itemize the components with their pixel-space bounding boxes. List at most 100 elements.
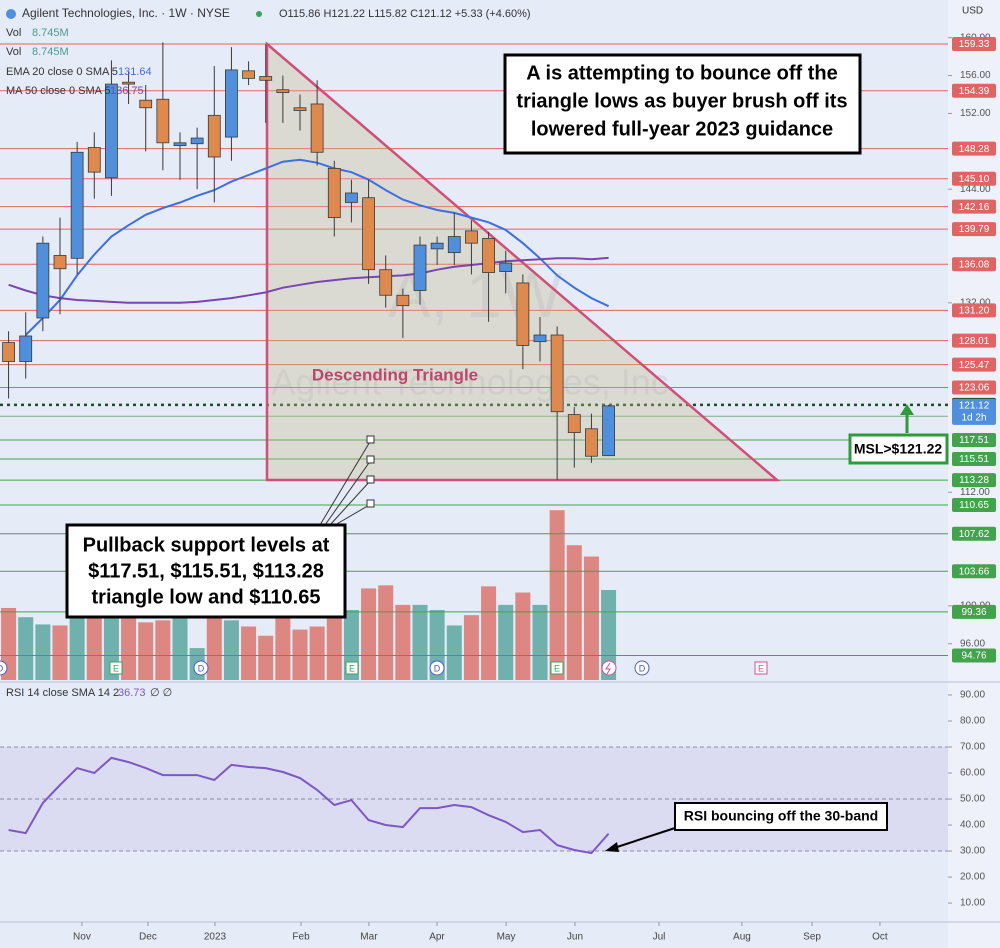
level-price-box [952,222,996,237]
volume-bar [549,510,565,680]
y-tick-label: 70.00 [960,742,985,753]
rsi-band-fill [0,746,948,852]
event-marker [754,661,768,675]
volume-bar [18,617,34,680]
x-tick-label: Apr [429,932,445,943]
market-status [256,11,262,17]
candle-body [105,83,118,179]
candle-body [516,282,530,346]
event-marker [109,661,123,675]
candle-body [327,167,341,219]
x-tick-label: Jun [567,932,583,943]
candle-body [310,103,324,153]
chart-title: Agilent Technologies, Inc. · 1W · NYSE [22,6,230,20]
candle-body [19,335,33,362]
level-price-label: 125.47 [959,360,990,371]
y-tick-label: 144.00 [960,184,991,195]
volume-bar [35,624,51,680]
level-price-label: 142.16 [959,202,990,213]
candle-body [533,334,547,343]
volume-bar [86,618,102,680]
ma-line [8,256,609,304]
triangle-pattern [265,41,781,482]
volume-bar [446,625,462,680]
rsi-line [8,756,610,855]
x-tick-label: Sep [803,932,821,943]
candle-body [379,269,393,296]
legend-value: 131.64 [118,66,152,78]
candle-body [173,142,187,147]
candle-body [396,294,410,307]
candle-body [482,238,495,273]
volume-bar [566,545,582,680]
volume-bar [378,585,394,680]
y-tick-label: 152.00 [960,108,991,119]
level-price-box [952,333,996,348]
candle-body [602,405,615,457]
volume-bar [155,620,171,680]
annotation-line: lowered full-year 2023 guidance [531,118,833,140]
volume-bar [361,588,377,680]
level-price-box [952,451,996,466]
y-tick-label: 80.00 [960,716,985,727]
rsi-note: RSI bouncing off the 30-band [684,808,878,824]
candle-body [53,255,67,270]
level-price-label: 154.39 [959,86,990,97]
x-tick-label: Mar [360,932,378,943]
split-icon-bolt [605,662,611,675]
rsi-arrow [613,827,676,849]
volume-bar [206,618,222,680]
rsi-value: 36.73 [118,687,146,699]
volume-bar [172,618,188,680]
level-price-label: 117.51 [959,435,989,446]
level-price-box [952,473,996,488]
event-label: E [758,663,764,673]
legend-name: Vol [6,46,21,58]
front-layer: 159.33 154.39 148.28 145.10 142.16 139.79 136.… [2,37,996,943]
level-price-label: 159.33 [959,39,990,50]
split-icon [601,660,617,676]
level-price-box [952,526,996,541]
volume-bar [241,626,257,680]
level-price-box [952,564,996,579]
level-price-label: 148.28 [959,144,990,155]
y-tick-label: 50.00 [960,794,985,805]
x-tick-label: 2023 [204,932,227,943]
annotation-box [65,523,347,619]
level-price-box [952,171,996,186]
annotation-line: Pullback support levels at [83,534,330,556]
legend-value: 8.745M [32,27,69,39]
y-tick-label: 96.00 [960,638,985,649]
level-price-box [952,433,996,448]
legend-value: 136.75 [110,85,144,97]
annotation-line: triangle lows as buyer brush off its [516,90,847,112]
x-tick-label: Nov [73,932,91,943]
ohlc-legend: O115.86 H121.22 L115.82 C121.12 +5.33 (+… [279,8,531,20]
candle-body [430,242,444,250]
volume-bar [463,615,479,680]
y-tick-label: 156.00 [960,70,991,81]
level-price-box [952,257,996,272]
x-tick-label: May [497,932,516,943]
pattern-label: Descending Triangle [312,365,478,384]
annotation-line: A is attempting to bounce off the [526,62,837,84]
last-price-box [952,398,996,425]
candle-body [550,334,564,413]
candle-body [36,242,50,319]
x-tick-label: Feb [292,932,310,943]
level-price-box [952,498,996,513]
level-price-label: 115.51 [959,454,989,465]
event-marker [0,660,8,676]
level-price-label: 145.10 [959,174,990,185]
level-price-box [952,83,996,98]
candle-body [499,262,513,272]
volume-bar [258,635,274,680]
legend-value: 8.745M [32,46,69,58]
candle-body [156,98,170,144]
volume-bar [481,586,497,680]
volume-bar [275,618,291,680]
y-tick-label: 132.00 [960,297,991,308]
candle-body [293,107,307,112]
volume-bar [121,618,137,680]
legend-name: MA 50 close 0 SMA 5 [6,85,111,97]
